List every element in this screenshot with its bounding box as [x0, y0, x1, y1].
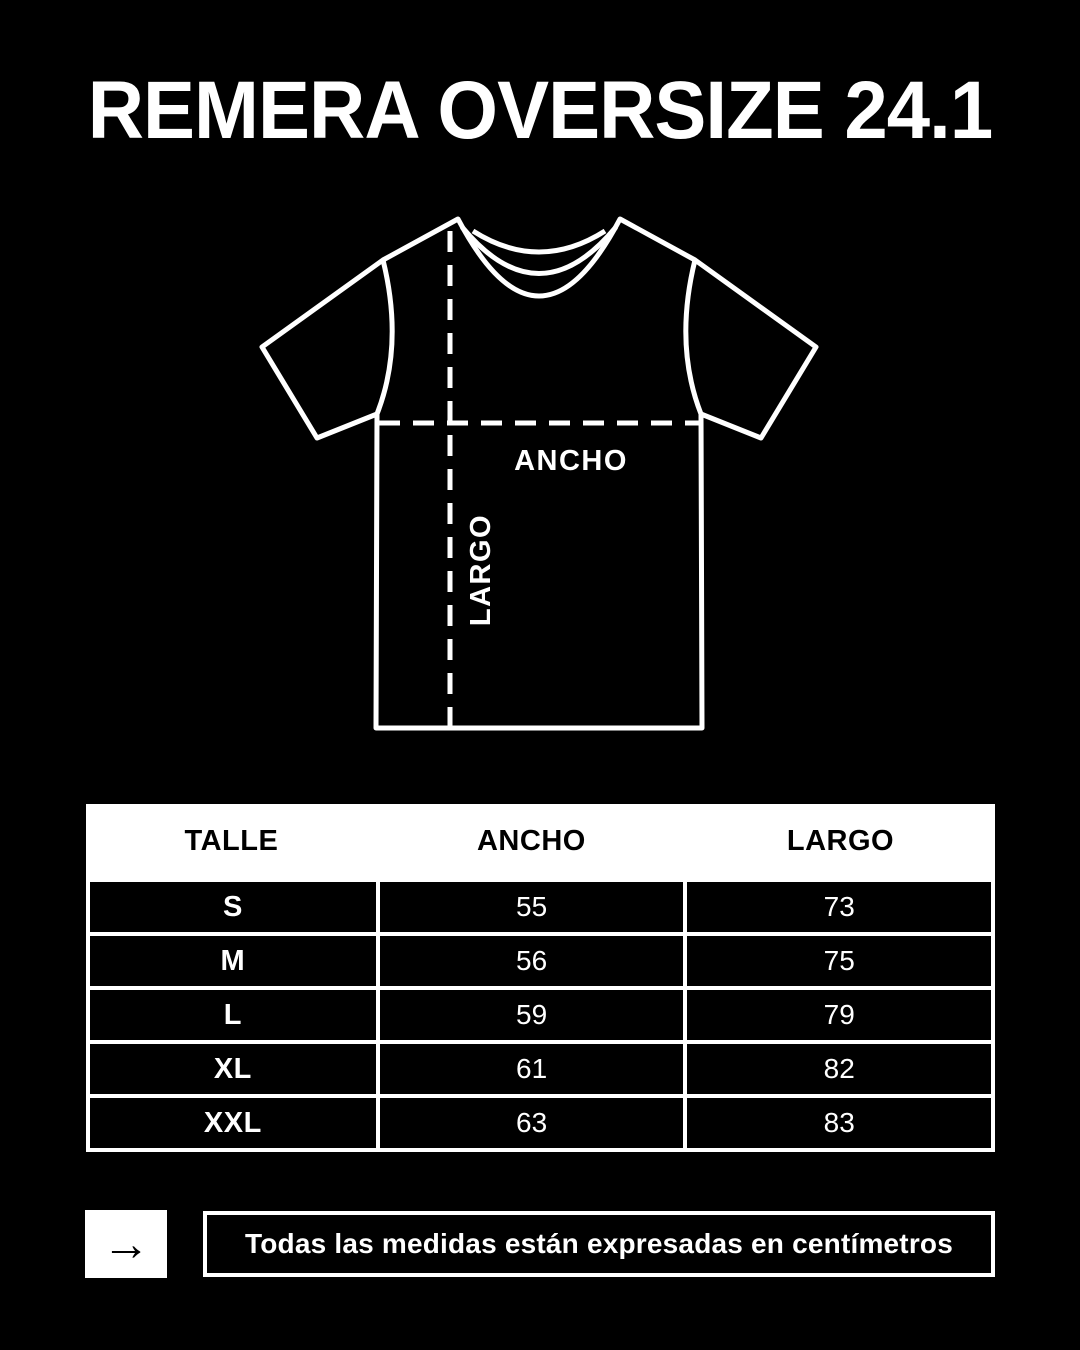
header-cell-ancho: ANCHO	[476, 824, 586, 857]
cell-largo: 75	[687, 936, 992, 986]
cell-talle: XL	[90, 1044, 376, 1094]
cell-largo: 82	[687, 1044, 992, 1094]
cell-talle: XXL	[90, 1098, 376, 1148]
table-row-xl: XL 61 82	[90, 1044, 992, 1094]
back-neck-arc	[471, 228, 607, 255]
cell-largo: 73	[687, 882, 992, 932]
ancho-label: ANCHO	[514, 445, 628, 477]
measurement-note-box: Todas las medidas están expresadas en ce…	[203, 1211, 995, 1277]
size-table-body: S 55 73 M 56 75 L 59 79 XL 61 82 XXL 63	[86, 878, 995, 1152]
cell-talle: L	[90, 990, 376, 1040]
cell-ancho: 61	[379, 1044, 684, 1094]
cell-largo: 79	[687, 990, 992, 1040]
armhole-seam-left	[374, 259, 395, 415]
cell-talle: S	[90, 882, 376, 932]
largo-label: LARGO	[465, 514, 497, 626]
armhole-seam-right	[683, 259, 704, 415]
cell-ancho: 63	[379, 1098, 684, 1148]
right-arrow-icon: →	[102, 1217, 150, 1271]
size-table: TALLE ANCHO LARGO S 55 73 M 56 75 L 59 7…	[86, 804, 995, 1152]
table-row-m: M 56 75	[90, 936, 992, 986]
footer-arrow-badge: →	[85, 1210, 167, 1278]
table-row-xxl: XXL 63 83	[90, 1098, 992, 1148]
collar-band-arc	[460, 225, 618, 276]
cell-ancho: 55	[379, 882, 684, 932]
cell-largo: 83	[687, 1098, 992, 1148]
header-cell-largo: LARGO	[786, 824, 895, 857]
cell-ancho: 56	[379, 936, 684, 986]
measurement-note: Todas las medidas están expresadas en ce…	[244, 1228, 954, 1259]
page-title: REMERA OVERSIZE 24.1	[87, 65, 993, 156]
tshirt-outline	[259, 216, 819, 731]
table-row-s: S 55 73	[90, 882, 992, 932]
size-table-header: TALLE ANCHO LARGO	[86, 804, 995, 878]
cell-ancho: 59	[379, 990, 684, 1040]
table-row-l: L 59 79	[90, 990, 992, 1040]
tshirt-measurement-diagram: ANCHO LARGO	[259, 216, 819, 731]
cell-talle: M	[90, 936, 376, 986]
header-cell-talle: TALLE	[184, 824, 279, 857]
